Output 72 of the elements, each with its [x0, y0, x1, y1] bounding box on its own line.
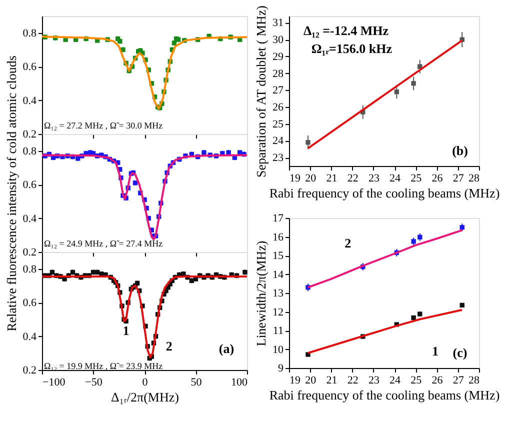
y-tick-label: 31	[272, 17, 284, 30]
x-tick-label: 27	[452, 374, 464, 386]
y-tick-label: 27	[272, 84, 284, 97]
x-tick-label: 24	[390, 172, 402, 184]
x-tick-label: 26	[432, 374, 444, 386]
x-tick-label: 20	[305, 374, 317, 386]
y-tick-label: 0.2	[22, 364, 36, 376]
x-tick-label: 50	[190, 376, 202, 388]
y-tick-label: 29	[272, 50, 284, 63]
y-tick-label: 13	[272, 288, 284, 300]
y-tick-label: 0.8	[22, 145, 37, 158]
x-tick-label: 20	[305, 172, 317, 184]
y-tick-label: 0.8	[22, 263, 37, 276]
y-tick-label: 0.8	[22, 27, 37, 40]
x-tick-label: 23	[368, 172, 380, 184]
y-tick-label: 10	[272, 344, 284, 356]
annotation: (b)	[452, 143, 468, 158]
y-tick-label: 9	[278, 362, 284, 374]
x-tick-label: 19	[290, 172, 301, 184]
y-tick-label: 12	[272, 306, 284, 318]
x-axis-title: Rabi frequency of the cooling beams (MHz)	[269, 388, 500, 402]
x-axis-title: Rabi frequency of the cooling beams (MHz)	[269, 186, 500, 200]
annotation: Ω₁₂ = 27.2 MHz , Ω̃ = 30.0 MHz	[44, 120, 163, 131]
annotation: 1	[432, 344, 439, 358]
annotation: Ω₁ᵣ=156.0 kHz	[311, 41, 392, 56]
y-tick-label: 0.4	[22, 330, 37, 343]
y-tick-label: 11	[272, 325, 284, 337]
x-tick-label: 25	[410, 374, 422, 386]
y-tick-label: 0.6	[22, 61, 37, 74]
annotation: (a)	[218, 340, 234, 356]
y-axis-title: Separation of AT doublet ( MHz)	[254, 6, 268, 178]
x-tick-label: 21	[326, 172, 338, 184]
x-tick-label: 25	[410, 172, 422, 184]
x-tick-label: 27	[452, 172, 464, 184]
x-tick-label: 100	[231, 376, 248, 388]
y-tick-label: 0.4	[22, 94, 37, 107]
x-axis-title: Δ₁ᵣ/2π(MHz)	[111, 390, 179, 404]
y-tick-label: 0.4	[22, 212, 37, 225]
y-tick-label: 0.6	[22, 297, 37, 310]
x-tick-label: 22	[347, 172, 358, 184]
annotation: (c)	[452, 345, 468, 360]
annotation: Ω₁₂ = 24.9 MHz , Ω̃ = 27.4 MHz	[44, 238, 163, 249]
x-tick-label: 24	[390, 374, 402, 386]
x-tick-label: 28	[468, 374, 480, 386]
annotation: 1	[122, 323, 130, 338]
y-tick-label: 24	[272, 135, 284, 148]
y-tick-label: 23	[272, 152, 284, 164]
x-tick-label: −50	[85, 376, 103, 388]
x-tick-label: −100	[42, 376, 66, 388]
x-tick-label: 28	[468, 172, 480, 184]
y-tick-label: 0.6	[22, 179, 37, 192]
annotation: Δ₁₂ =-12.4 MHz	[303, 23, 389, 38]
x-tick-label: 19	[290, 374, 301, 386]
y-tick-label: 26	[272, 102, 284, 114]
annotation: 2	[344, 236, 352, 250]
y-tick-label: 25	[272, 118, 284, 130]
x-tick-label: 0	[142, 376, 148, 388]
x-tick-label: 22	[347, 374, 358, 386]
y-tick-label: 16	[272, 231, 284, 244]
x-tick-label: 26	[432, 172, 444, 184]
y-axis-title: Relative fluorescence intensity of cold atomic clouds	[4, 56, 19, 332]
y-tick-label: 28	[272, 68, 284, 80]
y-tick-label: 14	[272, 268, 284, 281]
annotation: 2	[166, 338, 172, 354]
y-tick-label: 0.2	[22, 128, 36, 140]
x-tick-label: 21	[326, 374, 338, 386]
y-tick-label: 0.2	[22, 246, 36, 258]
y-tick-label: 17	[272, 212, 284, 224]
y-tick-label: 30	[272, 34, 284, 46]
y-axis-title: Linewidth/2π(MHz)	[254, 240, 268, 346]
y-tick-label: 15	[272, 250, 284, 262]
x-tick-label: 23	[368, 374, 380, 386]
